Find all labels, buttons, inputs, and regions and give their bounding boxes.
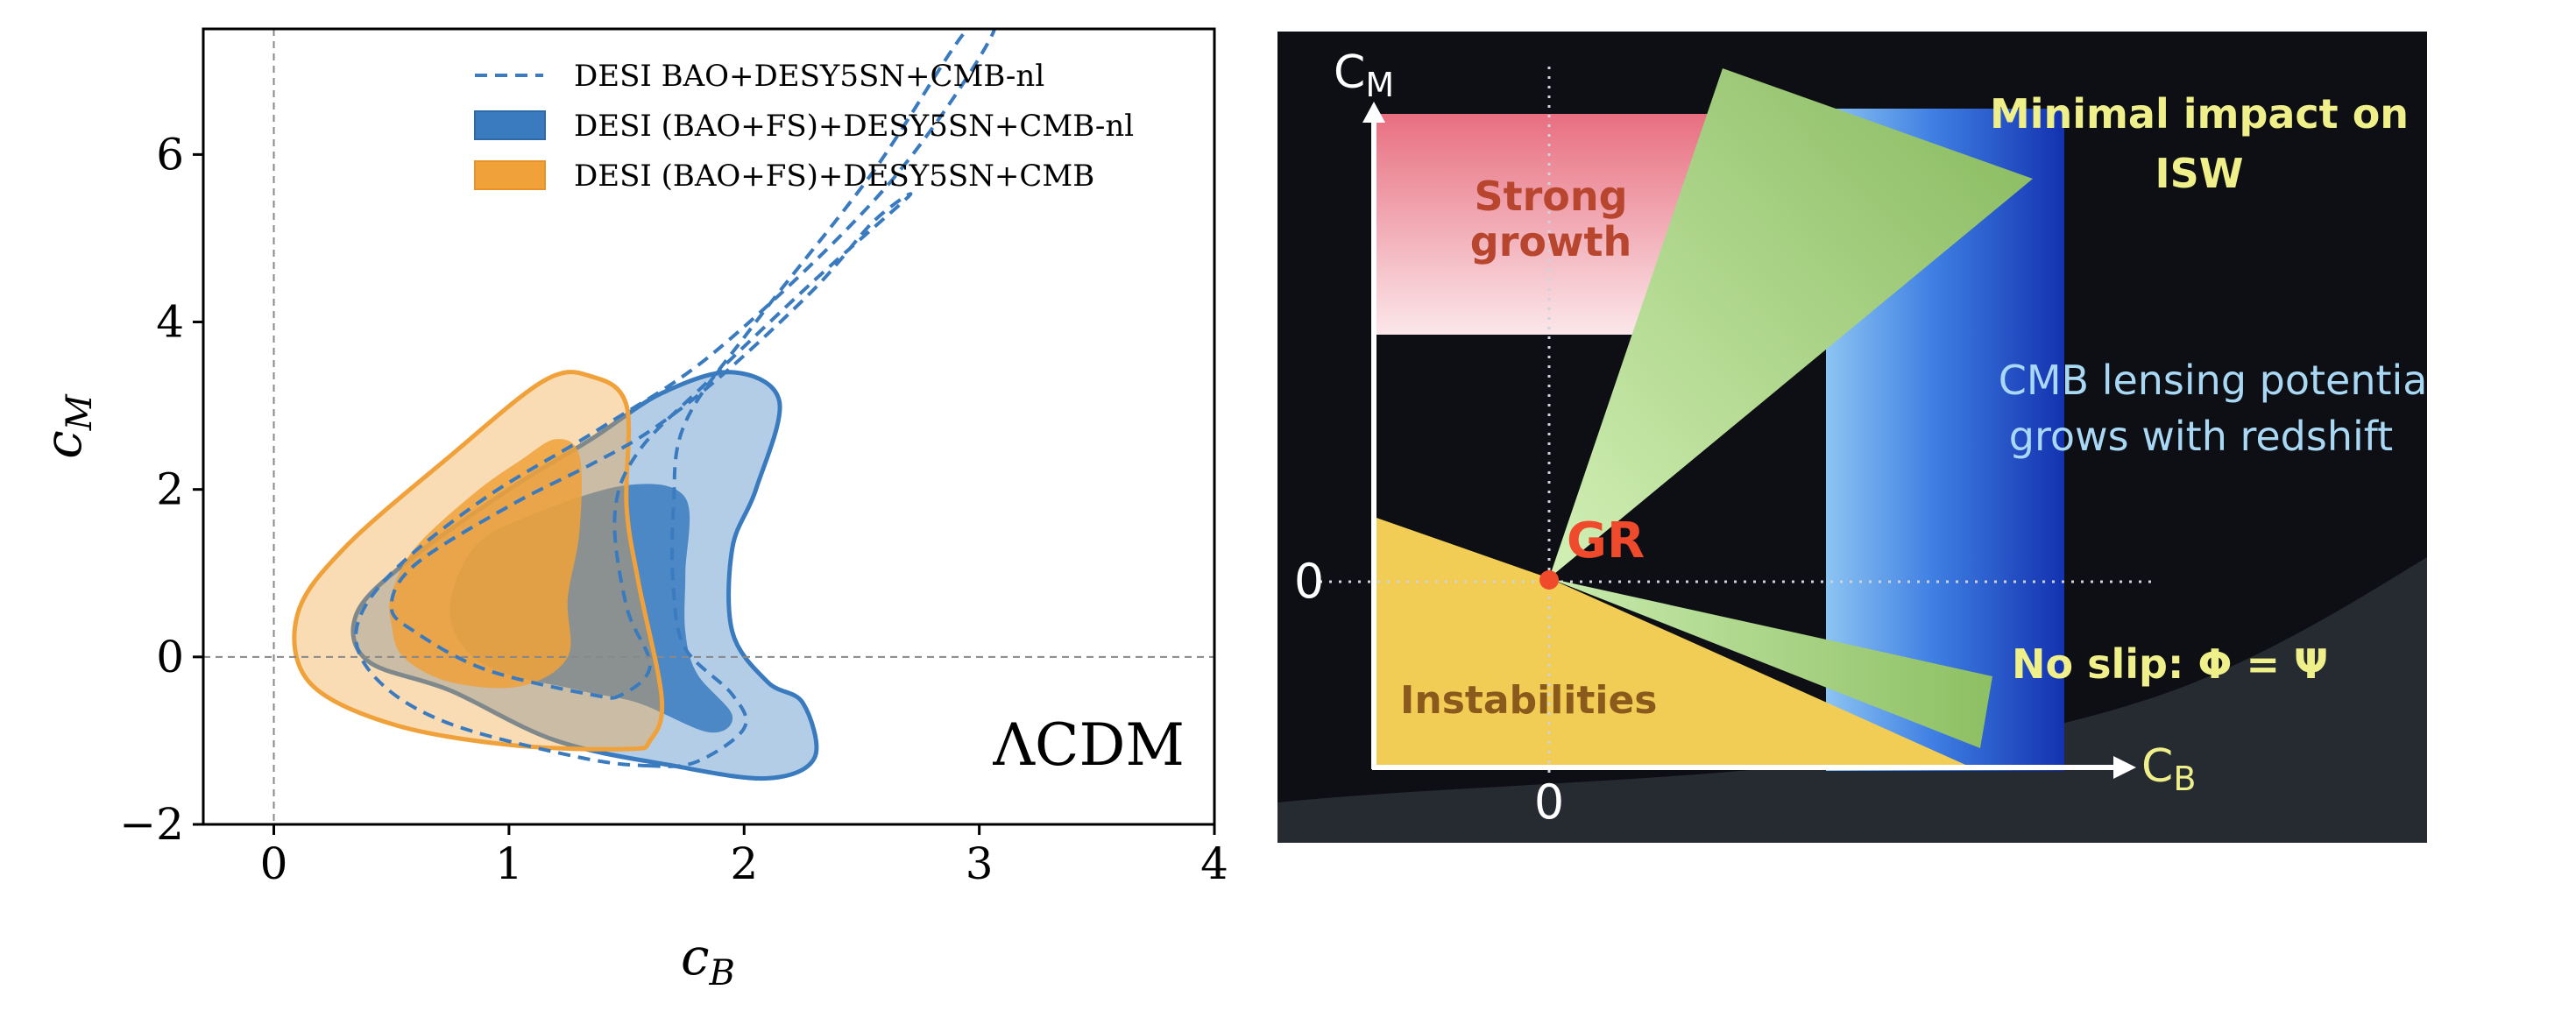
y-tick-label: 6 [156, 129, 184, 180]
y-tick-label: 0 [156, 632, 184, 682]
legend-label: DESI (BAO+FS)+DESY5SN+CMB [574, 159, 1094, 194]
x-tick-label: 2 [730, 838, 758, 889]
instabilities-label: Instabilities [1400, 678, 1658, 723]
contour-chart: 0 1 2 3 4 −2 0 2 4 6 cB cM ΛCDM DESI BAO+DESY5SN+… [33, 27, 1228, 993]
x-tick-label: 4 [1200, 838, 1228, 889]
schematic-diagram: CM CB 0 0 GR Strong growth Instabilities … [1277, 32, 2427, 843]
x-tick-label: 0 [260, 838, 288, 889]
contour-orange-68 [389, 439, 582, 689]
contour-layer [292, 29, 997, 781]
legend-item: DESI (BAO+FS)+DESY5SN+CMB-nl [474, 109, 1134, 144]
gr-point [1539, 570, 1559, 590]
zero-x-label: 0 [1534, 774, 1564, 830]
y-tick-label: 2 [156, 464, 184, 515]
instabilities-region [1374, 517, 1971, 767]
no-slip-wedge [1549, 578, 1992, 748]
y-axis-label: cM [33, 393, 100, 458]
x-tick-label: 1 [495, 838, 523, 889]
gr-label: GR [1567, 512, 1645, 569]
legend: DESI BAO+DESY5SN+CMB-nl DESI (BAO+FS)+DE… [474, 59, 1134, 194]
legend-item: DESI (BAO+FS)+DESY5SN+CMB [474, 159, 1094, 194]
zero-y-label: 0 [1294, 554, 1324, 609]
x-axis-arrowhead [2113, 756, 2136, 779]
reference-lines [203, 29, 1214, 824]
contour-dashed-95 [354, 29, 997, 768]
isw-label: Minimal impact on ISW [1990, 90, 2409, 197]
legend-orange-swatch [474, 160, 546, 190]
background-wave [1277, 557, 2427, 843]
strong-growth-label: Strong growth [1470, 173, 1631, 265]
legend-label: DESI BAO+DESY5SN+CMB-nl [574, 59, 1044, 94]
cmb-lensing-label: CMB lensing potential grows with redshift [1999, 357, 2427, 460]
contour-dashed-68 [389, 192, 913, 700]
plot-frame [202, 27, 1216, 826]
legend-label: DESI (BAO+FS)+DESY5SN+CMB-nl [574, 109, 1134, 144]
axis-ticks: 0 1 2 3 4 −2 0 2 4 6 [119, 129, 1228, 889]
y-axis-arrowhead [1362, 102, 1385, 123]
x-axis-label: cB [681, 927, 735, 993]
isw-wedge [1549, 68, 2033, 578]
legend-item: DESI BAO+DESY5SN+CMB-nl [475, 59, 1044, 94]
y-tick-label: −2 [119, 799, 184, 850]
y-tick-label: 4 [156, 297, 184, 348]
no-slip-label: No slip: Φ = Ψ [2012, 640, 2328, 688]
legend-blue-swatch [474, 110, 546, 140]
x-tick-label: 3 [966, 838, 994, 889]
lcdm-annotation: ΛCDM [992, 711, 1185, 779]
